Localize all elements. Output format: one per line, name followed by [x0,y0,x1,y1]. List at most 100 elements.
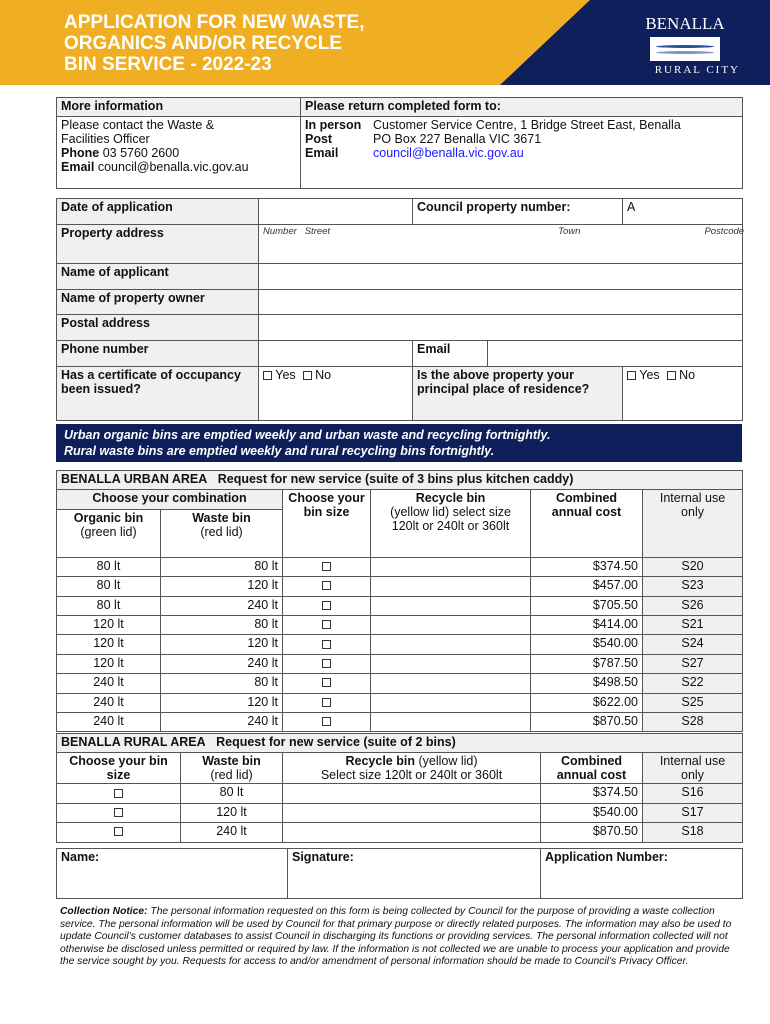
annual-cost: $622.00 [530,692,643,713]
checkbox[interactable] [114,827,123,837]
application-number-field: Application Number: [540,848,743,899]
checkbox[interactable] [263,371,272,381]
size-choice-cell [282,692,371,713]
signature-table: Name: Signature: Application Number: [56,848,743,899]
checkbox[interactable] [322,717,331,727]
recycle-field[interactable] [370,595,531,616]
address-label: Property address [56,224,259,264]
recycle-field[interactable] [370,634,531,655]
annual-cost: $540.00 [530,634,643,655]
choose-header: Choose your bin size [282,489,371,558]
email-label: Email [412,340,488,367]
email-link[interactable]: council@benalla.vic.gov.au [373,146,524,160]
logo-bottom: RURAL CITY [654,64,740,76]
recycle-field[interactable] [370,653,531,675]
residence-options: Yes No [622,366,744,421]
recycle-field[interactable] [370,576,531,597]
applicant-field[interactable] [257,263,744,290]
size-choice-cell [56,783,181,804]
annual-cost: $787.50 [530,653,643,675]
recycle-field[interactable] [370,692,531,713]
checkbox[interactable] [322,678,331,688]
phone-label: Phone number [56,340,259,367]
table-row: 240 lt 120 lt $622.00 S25 [56,692,744,713]
owner-label: Name of property owner [56,289,259,315]
waste-size: 120 lt [180,802,283,824]
waste-size: 240 lt [180,822,283,843]
recycle-field[interactable] [370,711,531,733]
table-row: 80 lt $374.50 S16 [56,783,743,804]
table-row: 80 lt 240 lt $705.50 S26 [56,595,744,616]
internal-header: Internal use only [642,752,743,785]
waste-header: Waste bin (red lid) [180,752,283,785]
table-row: 240 lt 80 lt $498.50 S22 [56,673,744,694]
return-info: In person Customer Service Centre, 1 Brid… [300,116,743,189]
date-field[interactable] [258,198,413,225]
checkbox[interactable] [322,639,331,649]
checkbox[interactable] [322,561,331,571]
internal-code: S27 [641,653,744,675]
internal-code: S22 [641,673,744,694]
table-row: 80 lt 80 lt $374.50 S20 [56,556,744,578]
waste-size: 240 lt [160,595,283,616]
recycle-field[interactable] [282,802,541,824]
annual-cost: $374.50 [540,783,643,804]
council-number-field[interactable]: A [622,198,744,225]
internal-code: S25 [641,692,744,713]
rural-table: BENALLA RURAL AREA Request for new servi… [56,732,743,843]
table-row: 120 lt 120 lt $540.00 S24 [56,634,744,655]
internal-header: Internal use only [641,489,744,558]
size-choice-cell [282,576,371,597]
title-line: ORGANICS AND/OR RECYCLE [64,33,342,54]
recycle-field[interactable] [370,556,531,578]
checkbox[interactable] [666,371,676,381]
size-choice-cell [282,595,371,616]
checkbox[interactable] [322,697,331,707]
title-line: APPLICATION FOR NEW WASTE, [64,12,365,33]
size-choice-cell [282,711,371,733]
checkbox[interactable] [114,788,123,798]
name-field[interactable]: Name: [56,848,288,899]
annual-cost: $414.00 [530,614,643,636]
checkbox[interactable] [114,807,123,817]
recycle-field[interactable] [282,822,541,843]
cost-header: Combined annual cost [540,752,643,785]
checkbox[interactable] [322,658,331,668]
waste-size: 120 lt [160,576,283,597]
address-field[interactable]: Number Street Town Postcode [257,224,744,264]
size-choice-cell [282,673,371,694]
waste-size: 80 lt [160,556,283,578]
recycle-field[interactable] [282,783,541,804]
recycle-field[interactable] [370,614,531,636]
internal-code: S24 [641,634,744,655]
size-choice-cell [282,614,371,636]
return-heading: Please return completed form to: [300,97,743,117]
signature-field[interactable]: Signature: [287,848,541,899]
postal-field[interactable] [257,314,744,341]
phone-field[interactable] [258,340,413,367]
annual-cost: $540.00 [540,802,643,824]
wave-icon [650,37,720,61]
checkbox[interactable] [627,371,637,381]
annual-cost: $498.50 [530,673,643,694]
council-number-label: Council property number: [411,198,624,225]
table-row: 120 lt $540.00 S17 [56,802,743,824]
checkbox[interactable] [302,371,312,381]
waste-size: 80 lt [180,783,283,804]
recycle-field[interactable] [370,673,531,694]
checkbox[interactable] [322,600,331,610]
header-band: APPLICATION FOR NEW WASTE, ORGANICS AND/… [0,0,770,85]
checkbox[interactable] [322,620,331,630]
organic-size: 240 lt [56,673,161,694]
organic-header: Organic bin (green lid) [56,508,161,558]
organic-size: 240 lt [56,692,161,713]
residence-label: Is the above property your principal pla… [411,366,624,421]
waste-size: 240 lt [160,653,283,675]
annual-cost: $870.50 [530,711,643,733]
applicant-label: Name of applicant [56,263,259,290]
checkbox[interactable] [322,581,331,591]
certificate-options: Yes No [258,366,413,421]
recycle-header: Recycle bin (yellow lid) select size 120l… [370,489,531,558]
owner-field[interactable] [257,289,744,315]
email-field[interactable] [486,340,744,367]
